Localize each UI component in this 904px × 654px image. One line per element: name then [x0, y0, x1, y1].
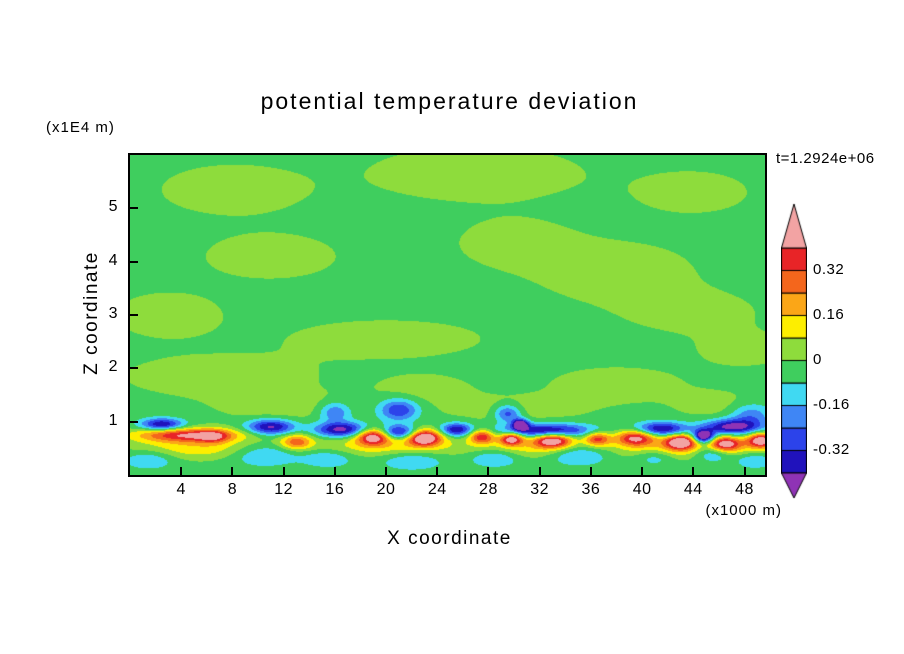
- colorbar-tick-label: 0: [813, 350, 822, 368]
- x-tick-mark: [589, 467, 592, 475]
- y-tick-mark: [130, 260, 138, 263]
- y-tick-mark: [130, 367, 138, 370]
- x-tick-label: 8: [227, 481, 238, 498]
- x-tick-mark: [180, 467, 183, 475]
- x-tick-mark: [743, 467, 746, 475]
- y-tick-label: 3: [108, 305, 118, 322]
- x-tick-label: 16: [325, 481, 345, 498]
- colorbar-tick-label: -0.32: [813, 440, 850, 458]
- x-tick-mark: [231, 467, 234, 475]
- y-tick-mark: [130, 314, 138, 316]
- y-tick-label: 5: [108, 198, 118, 216]
- y-tick-label: 2: [108, 358, 118, 376]
- contour-field-canvas: [130, 155, 765, 475]
- colorbar-tick-label: 0.32: [813, 260, 845, 278]
- y-tick-label: 1: [108, 411, 118, 429]
- y-tick-mark: [130, 420, 138, 423]
- x-tick-mark: [385, 467, 388, 475]
- colorbar: [781, 203, 807, 501]
- plot-frame: [128, 153, 767, 477]
- x-tick-label: 44: [683, 481, 703, 498]
- x-tick-label: 12: [274, 481, 294, 498]
- x-tick-label: 32: [530, 481, 550, 498]
- x-tick-mark: [333, 467, 336, 475]
- x-tick-label: 40: [632, 481, 652, 498]
- x-tick-label: 48: [735, 481, 754, 498]
- x-axis-title: X coordinate: [387, 528, 512, 549]
- colorbar-tick-label: 0.16: [813, 305, 845, 323]
- x-tick-label: 36: [581, 481, 601, 498]
- x-tick-mark: [641, 467, 644, 475]
- plot-title: potential temperature deviation: [260, 88, 639, 114]
- x-tick-mark: [487, 467, 490, 475]
- x-tick-mark: [538, 467, 541, 475]
- x-tick-mark: [692, 467, 695, 475]
- colorbar-tick-label: -0.16: [813, 395, 850, 413]
- time-annotation: t=1.2924e+06: [776, 150, 875, 167]
- x-tick-mark: [436, 467, 439, 475]
- y-tick-mark: [130, 207, 138, 210]
- y-axis-units-label: (x1E4 m): [46, 119, 115, 136]
- x-tick-label: 28: [479, 481, 498, 498]
- x-tick-label: 4: [176, 481, 186, 498]
- x-axis-units-label: (x1000 m): [705, 502, 782, 519]
- x-tick-label: 24: [427, 481, 447, 498]
- x-tick-label: 20: [376, 481, 396, 498]
- y-tick-label: 4: [108, 251, 118, 269]
- x-tick-mark: [282, 467, 285, 475]
